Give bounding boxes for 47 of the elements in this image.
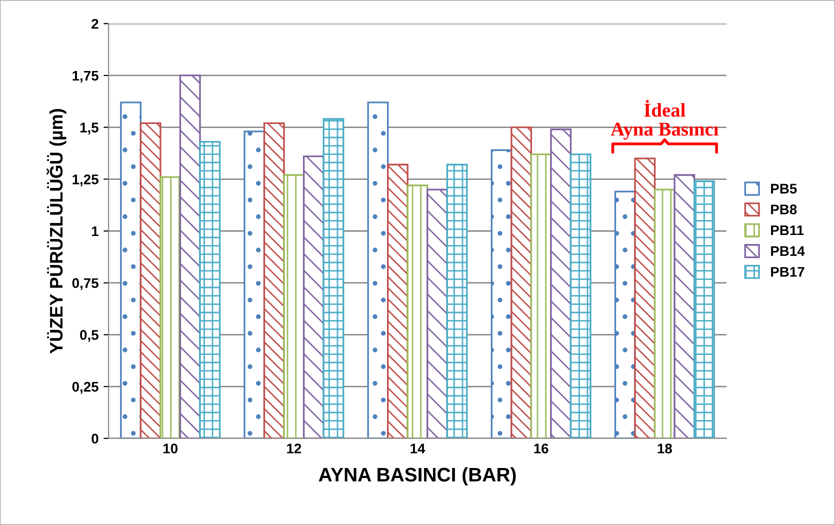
x-tick-label: 12 bbox=[287, 444, 302, 454]
bar bbox=[367, 102, 389, 438]
legend-label: PB17 bbox=[771, 267, 804, 277]
bar bbox=[199, 140, 221, 438]
bar bbox=[693, 180, 715, 438]
bar bbox=[283, 174, 305, 438]
bar bbox=[140, 122, 162, 438]
y-tick-label: 1,5 bbox=[80, 122, 98, 134]
y-tick-label: 0 bbox=[92, 434, 98, 444]
x-tick-label: 14 bbox=[410, 444, 426, 454]
bar bbox=[614, 190, 636, 438]
bar bbox=[160, 176, 182, 438]
y-tick-label: 1,25 bbox=[72, 174, 98, 186]
y-tick-label: 0,5 bbox=[80, 330, 98, 342]
y-tick-label: 0,75 bbox=[72, 278, 98, 290]
bar bbox=[490, 149, 512, 438]
bar bbox=[387, 164, 408, 438]
legend-label: PB5 bbox=[771, 184, 797, 194]
bar bbox=[446, 164, 468, 438]
y-axis-title: YÜZEY PÜRÜZLÜLÜĞÜ (µm) bbox=[46, 108, 66, 354]
legend-label: PB8 bbox=[771, 204, 797, 214]
bar bbox=[530, 153, 552, 438]
bar bbox=[510, 126, 532, 438]
bar bbox=[179, 74, 201, 438]
x-axis-title: AYNA BASINCI (BAR) bbox=[318, 467, 516, 486]
y-tick-label: 1 bbox=[92, 226, 98, 236]
legend-label: PB11 bbox=[771, 225, 804, 236]
legend-label: PB14 bbox=[771, 246, 805, 256]
x-tick-label: 10 bbox=[163, 444, 178, 454]
y-tick-label: 2 bbox=[92, 18, 98, 29]
bar bbox=[426, 188, 448, 438]
x-tick-label: 18 bbox=[658, 444, 672, 454]
bar bbox=[674, 174, 696, 438]
bar bbox=[120, 102, 142, 438]
bar bbox=[263, 122, 285, 438]
annotation: İdeal Ayna Basıncı bbox=[610, 100, 718, 140]
bar bbox=[406, 184, 428, 438]
y-tick-label: 1,75 bbox=[72, 70, 98, 83]
bar bbox=[570, 153, 592, 438]
y-tick-label: 0,25 bbox=[72, 382, 98, 394]
bar bbox=[302, 156, 324, 438]
x-tick-label: 16 bbox=[534, 444, 548, 454]
bar bbox=[244, 130, 266, 438]
bar bbox=[654, 188, 676, 438]
bar bbox=[550, 128, 572, 438]
bar bbox=[634, 158, 656, 438]
bar bbox=[322, 118, 344, 438]
